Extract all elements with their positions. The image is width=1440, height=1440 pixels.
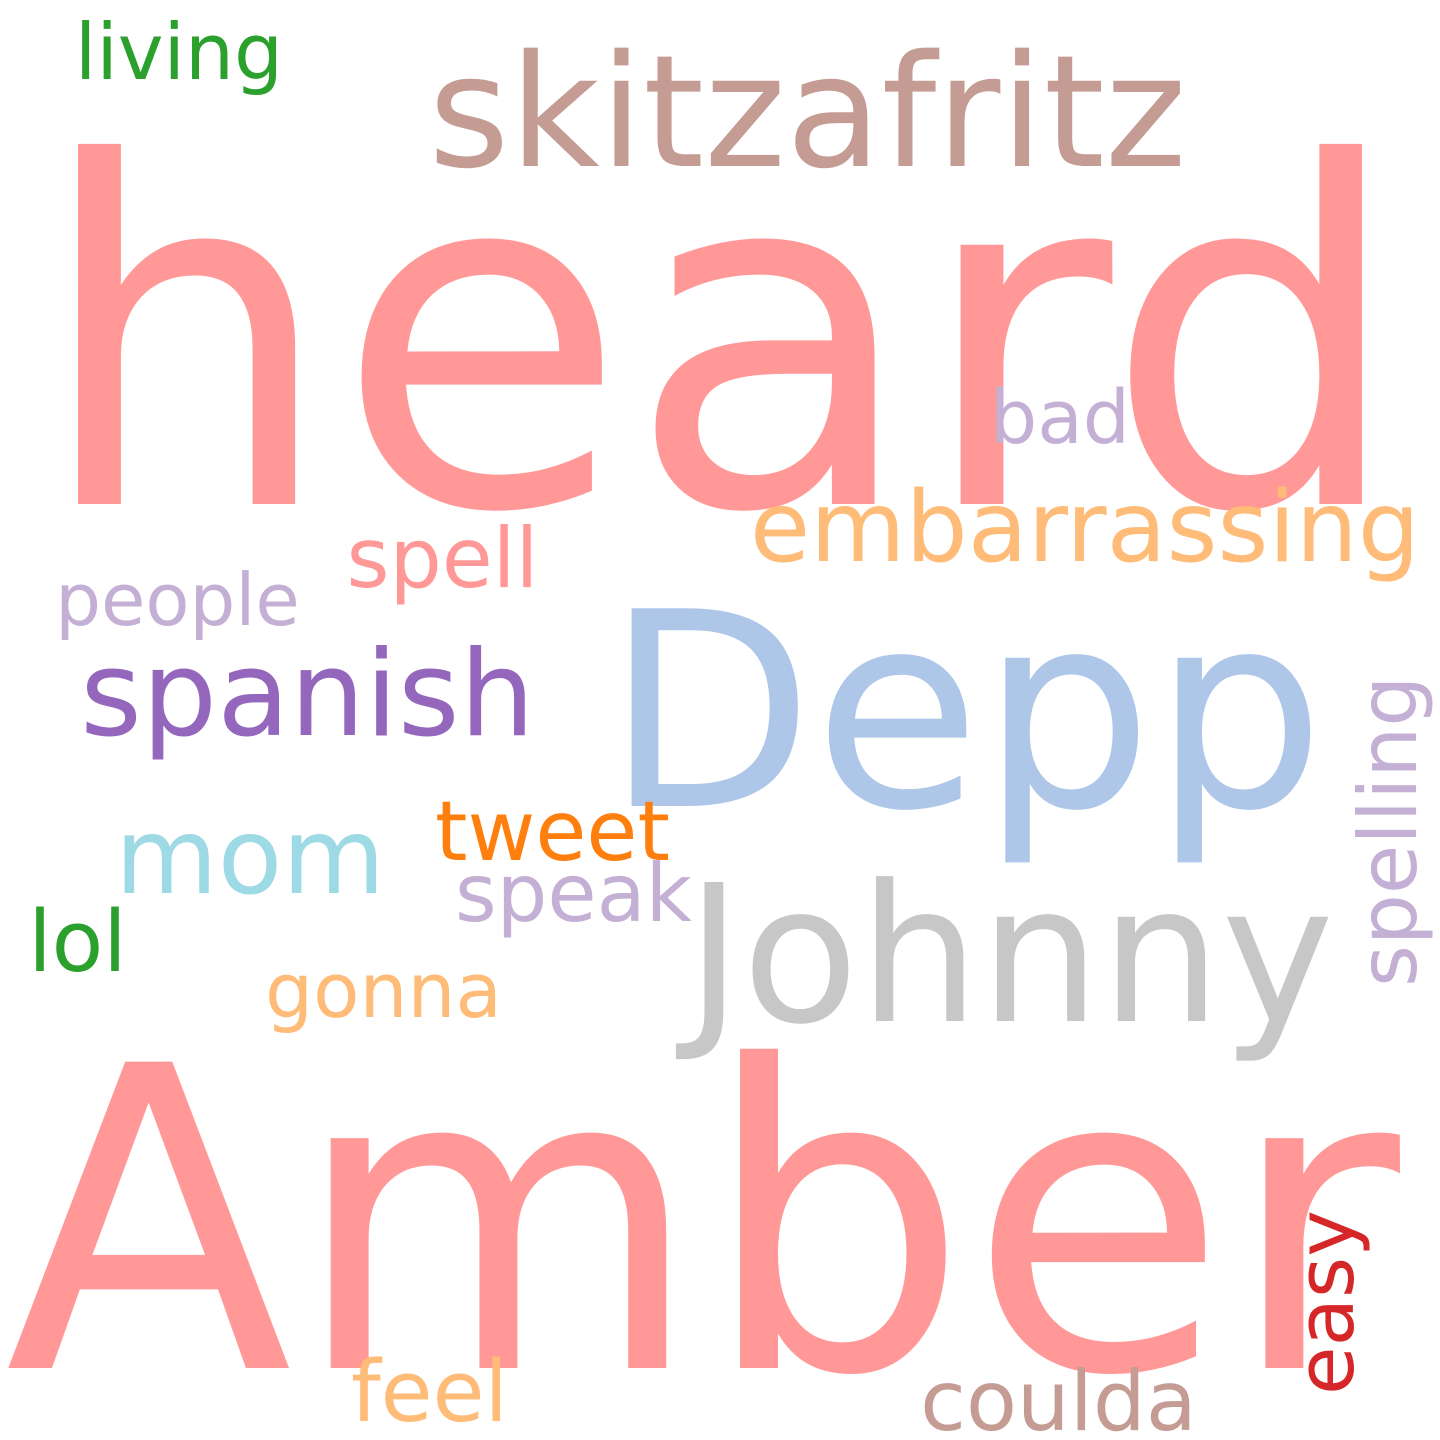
word-tweet: tweet [435,782,670,880]
word-feel: feel [350,1343,508,1440]
word-skitzafritz: skitzafritz [428,21,1187,203]
word-spanish: spanish [80,625,535,763]
word-heard: heard [35,63,1405,616]
word-gonna: gonna [265,946,502,1035]
word-spell: spell [346,511,539,607]
word-spelling: spelling [1341,675,1435,987]
word-mom: mom [115,795,385,919]
word-living: living [74,8,284,98]
word-bad: bad [990,374,1130,462]
word-coulda: coulda [920,1353,1197,1440]
word-depp: Depp [605,553,1325,870]
word-lol: lol [28,893,127,991]
word-amber: Amber [5,978,1400,1440]
word-speak: speak [455,847,692,941]
word-embarrassing: embarrassing [749,471,1420,585]
word-people: people [55,559,300,643]
word-easy: easy [1280,1210,1373,1395]
word-johnny: Johnny [685,844,1335,1066]
